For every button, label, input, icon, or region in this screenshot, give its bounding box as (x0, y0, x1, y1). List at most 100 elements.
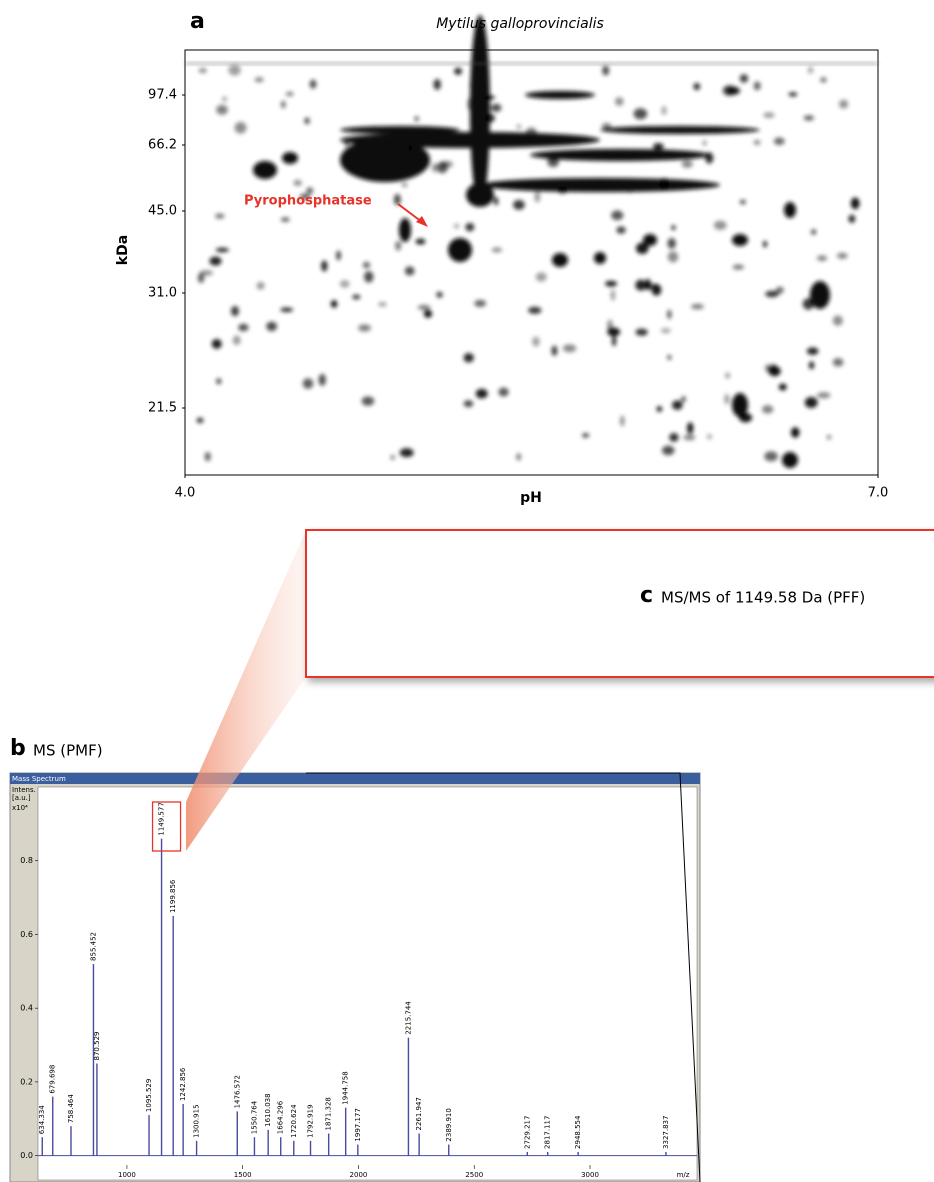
gel-spot (810, 281, 830, 309)
peak-label: 1550.764 (250, 1100, 258, 1134)
gel-spot (230, 305, 240, 317)
gel-spot (724, 393, 730, 405)
gel-spot (358, 324, 371, 332)
peak-label: 1997.177 (354, 1108, 362, 1141)
gel-spot (469, 81, 477, 88)
peak-label: 3327.837 (662, 1116, 670, 1149)
gel-spot (557, 186, 568, 194)
y-tick-label: 0.0 (20, 1151, 33, 1160)
gel-spot (238, 323, 249, 332)
gel-spot (197, 273, 205, 284)
gel-spot (253, 161, 277, 179)
gel-spot (811, 229, 817, 235)
gel-spot (282, 152, 298, 164)
gel-spot (681, 396, 686, 403)
x-tick-label: 2500 (465, 1171, 483, 1179)
gel-spot (661, 106, 667, 116)
gel-spot (417, 305, 431, 310)
gel-spot (788, 92, 798, 97)
gel-spot (649, 127, 663, 134)
y-tick-label: 0.4 (20, 1004, 33, 1013)
chart-title: Mytilus galloprovincialis (436, 16, 604, 32)
gel-spot (850, 197, 860, 210)
gel-spot (436, 161, 448, 174)
gel-spot (691, 303, 704, 310)
x-tick-label: 2000 (350, 1171, 368, 1179)
gel-spot (516, 124, 522, 129)
gel-spot (667, 309, 672, 320)
gel-spot (804, 396, 818, 409)
gel-spot (605, 280, 618, 287)
gel-spot (482, 95, 496, 100)
gel-spot (361, 396, 375, 406)
gel-spot (806, 347, 819, 355)
gel-spot (234, 121, 247, 134)
gel-spot (304, 117, 310, 125)
gel-spot (516, 453, 522, 461)
gel-spot (463, 400, 474, 408)
gel-spot (474, 299, 487, 307)
y-tick-label: 45.0 (148, 204, 177, 219)
gel-spot (340, 132, 600, 148)
gel-spot (816, 392, 831, 399)
gel-spot (659, 178, 670, 190)
gel-spot (318, 373, 326, 386)
gel-spot (513, 199, 525, 210)
y-tick-label: 0.2 (20, 1077, 33, 1086)
gel-spot (671, 225, 676, 231)
gel-spot (415, 238, 426, 245)
y-scale: x10⁴ (12, 804, 28, 812)
gel-spot (493, 196, 499, 206)
gel-spot (232, 335, 241, 346)
gel-spot (765, 290, 779, 298)
gel-spot (423, 310, 433, 318)
gel-spot (762, 240, 768, 248)
peak-label: 2729.217 (523, 1116, 531, 1149)
peak-label: 1242.856 (179, 1067, 187, 1101)
gel-spot (610, 289, 616, 301)
peak-label: 2261.947 (415, 1097, 423, 1130)
gel-spot (816, 255, 828, 262)
gel-spot (726, 86, 741, 95)
gel-spot (612, 335, 617, 347)
x-axis-label: m/z (677, 1171, 690, 1179)
y-axis-label: kDa (115, 235, 131, 265)
gel-spot (620, 415, 625, 427)
gel-spot (535, 272, 547, 282)
gel-spot (763, 112, 775, 118)
peak-label: 758.464 (67, 1094, 75, 1123)
peak-label: 1149.577 (158, 802, 166, 835)
peak-label: 2948.554 (574, 1115, 582, 1149)
gel-spot (594, 252, 606, 264)
gel-spot (281, 100, 286, 109)
gel-spot (266, 321, 278, 332)
annotation-arrowhead (416, 216, 428, 227)
panel-title: MS (PMF) (33, 742, 103, 760)
gel-spot (607, 319, 613, 331)
gel-spot (807, 66, 814, 74)
gel-spot (480, 178, 720, 192)
y-tick-label: 31.0 (148, 286, 177, 301)
peak-label: 1095.529 (145, 1079, 153, 1112)
gel-spot (339, 280, 350, 288)
gel-spot (667, 354, 672, 360)
x-axis-label: pH (520, 490, 542, 506)
gel-spot (836, 252, 848, 259)
gel-spot (293, 179, 302, 187)
gel-spot (214, 213, 225, 219)
gel-spot (667, 237, 676, 249)
gel-spot (739, 74, 749, 83)
gel-spot (732, 393, 748, 417)
gel-spot (782, 452, 798, 468)
gel-spot (491, 247, 503, 253)
gel-spot (525, 127, 537, 138)
gel-spot (552, 253, 568, 267)
y-tick-label: 97.4 (148, 88, 177, 103)
gel-spot (687, 422, 694, 434)
gel-spot (362, 261, 371, 269)
gel-spot (528, 306, 542, 314)
y-tick-label: 66.2 (148, 138, 177, 153)
gel-spot (299, 193, 311, 200)
annotation-arrow (397, 203, 423, 223)
